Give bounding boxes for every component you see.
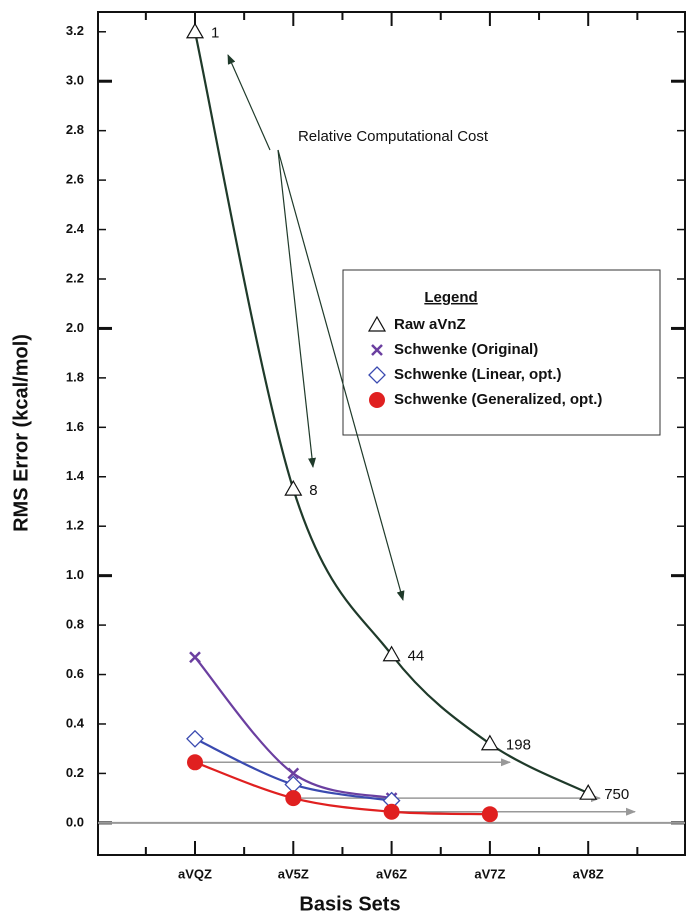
marker-triangle bbox=[579, 783, 598, 800]
marker-triangle bbox=[367, 315, 387, 332]
annotation: Relative Computational Cost bbox=[298, 128, 489, 145]
annotation-arrow bbox=[277, 149, 316, 468]
x-tick-label: aV5Z bbox=[278, 866, 309, 881]
legend-label: Schwenke (Generalized, opt.) bbox=[394, 391, 602, 408]
marker-x bbox=[189, 651, 201, 664]
y-tick-label: 2.2 bbox=[66, 270, 84, 285]
legend-label: Schwenke (Original) bbox=[394, 341, 538, 358]
y-tick-label: 0.4 bbox=[66, 715, 85, 730]
marker-circle bbox=[481, 806, 498, 823]
legend-label: Raw aVnZ bbox=[394, 316, 466, 333]
marker-x bbox=[371, 344, 383, 356]
y-tick-label: 1.0 bbox=[66, 567, 84, 582]
marker-x bbox=[287, 767, 300, 780]
y-tick-label: 3.2 bbox=[66, 23, 84, 38]
y-tick-label: 1.6 bbox=[66, 419, 84, 434]
cost-label: 1 bbox=[211, 25, 219, 42]
x-axis-title: Basis Sets bbox=[299, 893, 400, 915]
marker-triangle bbox=[284, 479, 303, 496]
x-tick-label: aVQZ bbox=[178, 866, 212, 881]
x-tick-label: aV8Z bbox=[573, 866, 604, 881]
y-tick-label: 1.2 bbox=[66, 518, 84, 533]
marker-triangle bbox=[480, 734, 499, 751]
annotation-arrow bbox=[227, 54, 271, 151]
cost-label: 8 bbox=[309, 482, 317, 499]
marker-circle bbox=[187, 754, 203, 771]
marker-triangle bbox=[382, 645, 401, 662]
y-tick-label: 2.8 bbox=[66, 122, 84, 137]
marker-circle bbox=[285, 790, 302, 807]
marker-circle bbox=[383, 803, 400, 820]
y-axis-title: RMS Error (kcal/mol) bbox=[10, 334, 32, 532]
x-tick-label: aV7Z bbox=[474, 866, 505, 881]
legend-title: Legend bbox=[424, 289, 477, 306]
annotation-arrow bbox=[277, 149, 405, 601]
marker-triangle bbox=[185, 22, 205, 39]
y-tick-label: 0.0 bbox=[66, 814, 84, 829]
y-tick-label: 0.2 bbox=[66, 765, 84, 780]
y-tick-label: 0.8 bbox=[66, 617, 84, 632]
y-tick-label: 1.4 bbox=[66, 468, 85, 483]
y-tick-label: 2.4 bbox=[66, 221, 85, 236]
marker-diamond bbox=[186, 729, 204, 748]
marker-circle bbox=[369, 392, 385, 408]
legend-label: Schwenke (Linear, opt.) bbox=[394, 366, 562, 383]
cost-label: 44 bbox=[408, 648, 425, 665]
series-line bbox=[194, 761, 490, 816]
y-tick-label: 0.6 bbox=[66, 666, 84, 681]
x-tick-label: aV6Z bbox=[376, 866, 407, 881]
y-tick-label: 2.0 bbox=[66, 320, 84, 335]
y-tick-label: 1.8 bbox=[66, 369, 84, 384]
cost-label: 198 bbox=[506, 737, 531, 754]
marker-diamond bbox=[368, 366, 386, 384]
legend-box bbox=[342, 269, 661, 436]
cost-label: 750 bbox=[604, 786, 629, 803]
y-tick-label: 3.0 bbox=[66, 73, 84, 88]
y-tick-label: 2.6 bbox=[66, 172, 84, 187]
